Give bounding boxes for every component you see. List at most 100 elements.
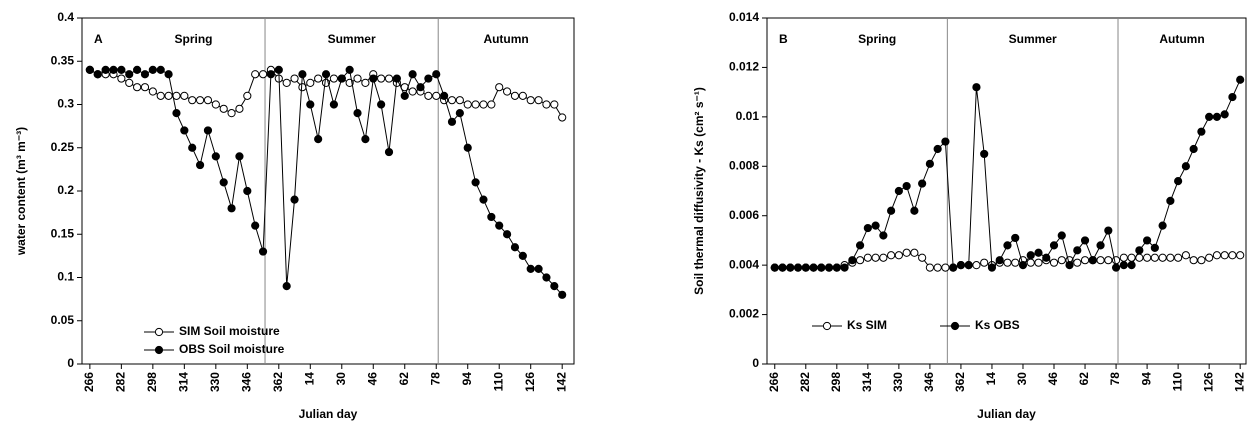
data-point [258,247,268,256]
data-point [133,83,142,92]
data-point [203,96,213,105]
data-point [840,263,849,272]
data-point [306,78,315,87]
y-tick-label: 0 [752,356,759,370]
data-point [902,248,911,257]
data-point [987,263,997,272]
x-tick-label: 62 [397,372,411,386]
x-axis-title: Julian day [299,407,358,421]
x-tick-label: 110 [491,372,505,392]
legend-marker [154,345,164,355]
data-point [1212,112,1222,121]
season-label: Autumn [483,32,528,46]
data-point [471,178,480,187]
data-point [1011,233,1020,243]
data-point [1189,256,1198,265]
data-point [282,282,291,291]
data-point [1174,253,1183,262]
data-point [1034,258,1043,267]
data-point [1150,243,1159,252]
x-tick-label: 314 [860,372,874,392]
data-point [1228,251,1237,260]
data-point [817,263,826,272]
data-point [995,256,1004,265]
data-point [455,109,464,118]
data-point [1026,258,1035,267]
data-point [879,253,888,262]
y-tick-label: 0.15 [51,226,75,240]
data-point [1073,258,1082,267]
data-point [941,263,950,272]
x-tick-label: 110 [1170,372,1184,392]
data-point [1049,241,1059,250]
data-point [424,91,433,100]
data-point [502,230,512,239]
data-point [1119,253,1128,262]
season-label: Spring [175,32,213,46]
data-point [801,263,810,272]
data-point [786,263,795,272]
data-point [1111,263,1121,272]
data-point [972,261,981,270]
data-point [1205,253,1214,262]
data-point [941,137,950,146]
data-point [361,78,370,87]
data-point [887,206,896,215]
data-point [266,70,276,79]
data-point [894,251,903,260]
chart-panel: 0 0.05 0.1 0.15 0.2 0.25 0.3 0.35 0.4 266 282 298 31… [14,10,575,421]
data-point [933,144,942,154]
data-point [925,263,934,272]
data-point [1119,261,1128,270]
data-point [455,96,464,105]
data-point [558,113,567,122]
data-point [251,70,260,79]
data-point [902,181,911,191]
data-point [180,126,189,135]
data-point [109,65,118,75]
y-tick-label: 0.4 [57,10,74,24]
data-point [211,100,220,109]
data-point [550,100,559,109]
data-point [964,261,973,270]
data-point [479,195,488,204]
data-point [188,96,197,105]
data-point [156,65,165,75]
data-point [502,87,512,96]
x-tick-label: 46 [1046,372,1060,386]
data-point [314,74,323,83]
data-point [1049,258,1059,267]
data-point [298,70,307,79]
x-tick-label: 126 [523,372,537,392]
data-point [1042,253,1051,262]
data-point [925,159,934,168]
data-point [251,221,260,230]
data-point [471,100,480,109]
data-point [863,223,872,233]
data-point [306,100,315,109]
data-point [243,91,252,100]
x-tick-label: 362 [953,372,967,392]
data-point [377,74,386,83]
data-point [855,256,865,265]
data-point [542,273,551,282]
x-axis-title: Julian day [977,407,1036,421]
data-point [1057,231,1066,240]
data-point [329,100,339,109]
data-point [863,253,872,262]
data-point [479,100,488,109]
data-point [980,149,989,159]
season-label: Autumn [1159,32,1204,46]
data-point [1034,248,1043,257]
data-point [871,253,880,262]
data-point [345,65,354,75]
data-point [195,96,205,105]
data-point [1127,261,1136,270]
x-tick-label: 142 [1232,372,1246,392]
data-point [1236,75,1245,84]
data-point [361,135,370,144]
data-point [424,74,433,83]
data-point [933,263,942,272]
data-point [203,126,213,135]
data-point [1158,221,1167,230]
